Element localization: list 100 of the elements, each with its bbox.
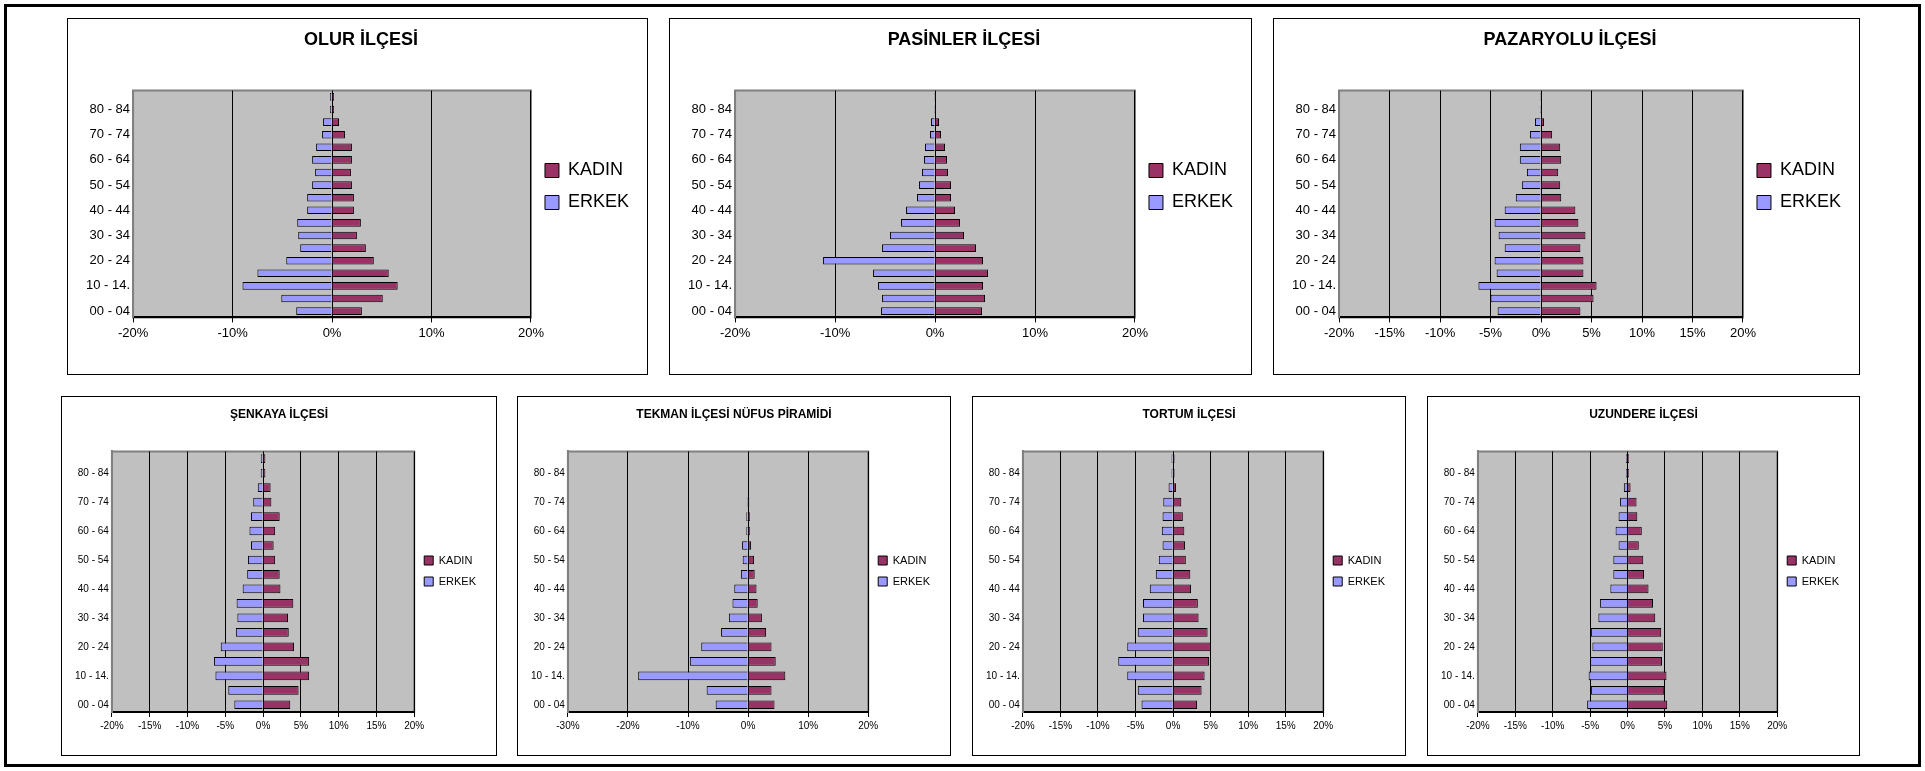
- y-tick-label: 20 - 24: [691, 252, 733, 268]
- y-tick-label: 50 - 54: [691, 176, 733, 192]
- x-tick-label: -5%: [1126, 719, 1145, 731]
- legend-label: ERKEK: [1779, 191, 1842, 212]
- y-tick-label: 50 - 54: [89, 176, 131, 192]
- x-tick-label: 15%: [1679, 324, 1706, 340]
- x-tick-label: 0%: [925, 324, 945, 340]
- y-tick-label: 30 - 34: [1443, 611, 1476, 623]
- chart-title: UZUNDERE İLÇESİ: [1589, 405, 1698, 421]
- x-tick-label: -20%: [117, 324, 149, 340]
- y-tick-label: 70 - 74: [77, 495, 110, 507]
- y-tick-label: 00 - 04: [1295, 302, 1337, 318]
- x-tick-label: 10%: [1238, 719, 1259, 731]
- x-tick-label: 10%: [328, 719, 349, 731]
- y-tick-label: 40 - 44: [89, 201, 131, 217]
- x-tick-label: 10%: [1628, 324, 1656, 340]
- y-tick-label: 20 - 24: [988, 640, 1021, 652]
- y-tick-label: 80 - 84: [89, 101, 131, 117]
- legend-label: ERKEK: [1347, 574, 1386, 587]
- legend-label: KADIN: [1801, 553, 1836, 566]
- y-tick-label: 10 - 14.: [1440, 669, 1475, 681]
- y-tick-label: 00 - 04: [1443, 698, 1476, 710]
- x-tick-label: 0%: [1531, 324, 1551, 340]
- y-tick-label: 40 - 44: [988, 582, 1021, 594]
- y-tick-label: 70 - 74: [988, 495, 1021, 507]
- x-tick-label: -15%: [1374, 324, 1406, 340]
- x-tick-label: -10%: [1424, 324, 1456, 340]
- x-tick-label: -10%: [676, 719, 700, 731]
- chart-title: PAZARYOLU İLÇESİ: [1483, 28, 1657, 49]
- legend-label: ERKEK: [892, 574, 931, 587]
- x-tick-label: -15%: [1048, 719, 1073, 731]
- x-tick-label: 20%: [517, 324, 545, 340]
- x-tick-label: -30%: [556, 719, 580, 731]
- y-tick-label: 60 - 64: [533, 524, 566, 536]
- x-tick-label: 10%: [798, 719, 819, 731]
- x-tick-label: 0%: [1165, 719, 1181, 731]
- y-tick-label: 70 - 74: [691, 126, 733, 142]
- x-tick-label: -20%: [719, 324, 751, 340]
- y-tick-label: 20 - 24: [1443, 640, 1476, 652]
- y-tick-label: 10 - 14.: [85, 277, 131, 293]
- x-tick-label: 20%: [1767, 719, 1788, 731]
- chart-title: PASİNLER İLÇESİ: [887, 28, 1041, 49]
- x-tick-label: -20%: [1466, 719, 1490, 731]
- y-tick-label: 30 - 34: [1295, 227, 1337, 243]
- x-tick-label: 20%: [1313, 719, 1334, 731]
- y-tick-label: 60 - 64: [691, 151, 733, 167]
- x-tick-label: 15%: [366, 719, 387, 731]
- y-tick-label: 60 - 64: [1295, 151, 1337, 167]
- x-tick-label: 5%: [1203, 719, 1218, 731]
- x-tick-label: -10%: [819, 324, 851, 340]
- y-tick-label: 80 - 84: [1295, 101, 1337, 117]
- y-tick-label: 50 - 54: [77, 553, 110, 565]
- y-tick-label: 70 - 74: [1295, 126, 1337, 142]
- y-tick-label: 60 - 64: [77, 524, 110, 536]
- x-tick-label: 5%: [1657, 719, 1673, 731]
- y-tick-label: 10 - 14.: [1291, 277, 1337, 293]
- y-tick-label: 10 - 14.: [985, 669, 1020, 681]
- y-tick-label: 40 - 44: [691, 201, 733, 217]
- y-tick-label: 80 - 84: [533, 466, 566, 478]
- y-tick-label: 60 - 64: [89, 151, 131, 167]
- y-tick-label: 30 - 34: [533, 611, 566, 623]
- x-tick-label: 10%: [418, 324, 445, 340]
- x-tick-label: -15%: [138, 719, 162, 731]
- legend-label: KADIN: [438, 553, 473, 566]
- chart-title: OLUR İLÇESİ: [303, 28, 419, 49]
- y-tick-label: 50 - 54: [1443, 553, 1476, 565]
- y-tick-label: 40 - 44: [77, 582, 110, 594]
- x-tick-label: -20%: [1011, 719, 1035, 731]
- x-tick-label: 15%: [1275, 719, 1296, 731]
- x-tick-label: 10%: [1021, 324, 1049, 340]
- x-tick-label: 15%: [1729, 719, 1750, 731]
- y-tick-label: 70 - 74: [533, 495, 566, 507]
- y-tick-label: 80 - 84: [1443, 466, 1476, 478]
- x-tick-label: 5%: [293, 719, 309, 731]
- y-tick-label: 00 - 04: [988, 698, 1021, 710]
- x-tick-label: 20%: [1121, 324, 1149, 340]
- legend-label: ERKEK: [438, 574, 477, 587]
- y-tick-label: 50 - 54: [533, 553, 566, 565]
- y-tick-label: 10 - 14.: [530, 669, 565, 681]
- legend-label: KADIN: [892, 553, 927, 566]
- x-tick-label: -20%: [616, 719, 640, 731]
- y-tick-label: 40 - 44: [1443, 582, 1476, 594]
- y-tick-label: 20 - 24: [533, 640, 566, 652]
- y-tick-label: 20 - 24: [77, 640, 110, 652]
- legend-label: ERKEK: [567, 191, 630, 212]
- x-tick-label: 0%: [322, 324, 342, 340]
- y-tick-label: 20 - 24: [89, 252, 131, 268]
- x-tick-label: 5%: [1582, 324, 1602, 340]
- y-tick-label: 60 - 64: [1443, 524, 1476, 536]
- x-tick-label: 20%: [404, 719, 425, 731]
- y-tick-label: 30 - 34: [89, 227, 131, 243]
- x-tick-label: 20%: [858, 719, 879, 731]
- y-tick-label: 40 - 44: [533, 582, 566, 594]
- y-tick-label: 50 - 54: [1295, 176, 1337, 192]
- chart-title: ŞENKAYA İLÇESİ: [229, 405, 329, 421]
- y-tick-label: 00 - 04: [89, 302, 131, 318]
- y-tick-label: 30 - 34: [691, 227, 733, 243]
- y-tick-label: 30 - 34: [77, 611, 110, 623]
- chart-title: TEKMAN İLÇESİ NÜFUS PİRAMİDİ: [636, 405, 832, 421]
- y-tick-label: 10 - 14.: [687, 277, 733, 293]
